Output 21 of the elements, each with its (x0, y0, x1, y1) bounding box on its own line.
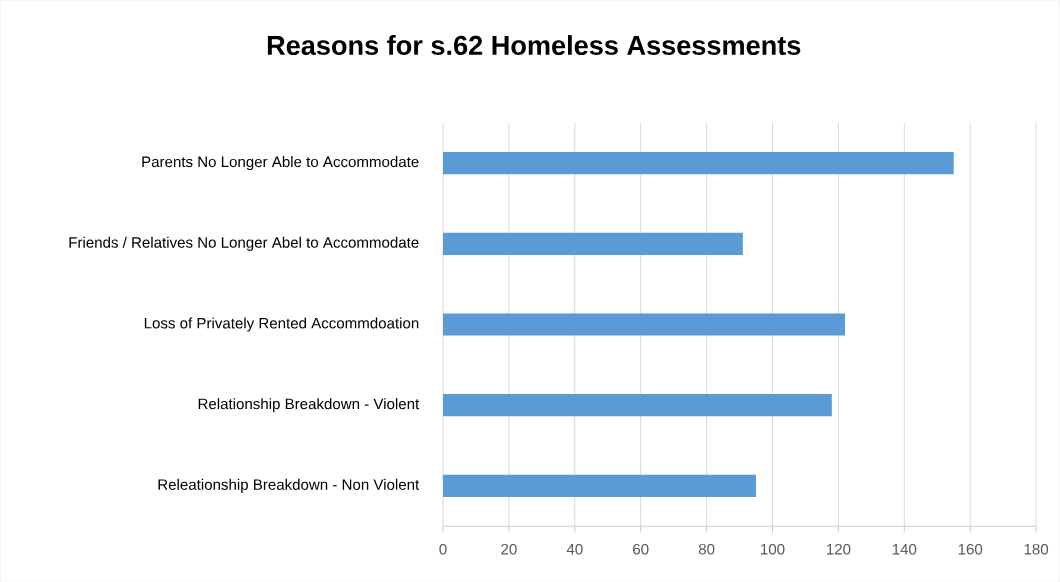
x-tick-label: 180 (1024, 543, 1049, 555)
chart-title: Reasons for s.62 Homeless Assessments (267, 34, 801, 55)
y-tick-label: Friends / Relatives No Longer Abel to Accommodate (69, 236, 419, 251)
x-tick-label: 140 (892, 543, 917, 555)
x-tick-label: 20 (501, 543, 517, 555)
x-tick-label: 100 (761, 543, 785, 555)
bar (443, 232, 743, 255)
x-tick-label: 120 (826, 543, 851, 555)
x-tick-label: 160 (958, 543, 983, 555)
y-tick-label: Parents No Longer Able to Accommodate (142, 155, 419, 170)
y-tick-label: Relationship Breakdown - Violent (198, 397, 420, 412)
x-tick-label: 60 (633, 543, 649, 555)
bar (443, 474, 757, 497)
bar (443, 151, 954, 174)
x-tick-label: 0 (439, 543, 447, 555)
y-tick-label: Loss of Privately Rented Accommdoation (144, 317, 419, 332)
y-tick-label: Releationship Breakdown - Non Violent (158, 478, 420, 493)
x-tick-label: 40 (566, 543, 583, 555)
x-tick-label: 80 (698, 543, 715, 555)
bar (443, 313, 845, 336)
bar (443, 393, 832, 417)
